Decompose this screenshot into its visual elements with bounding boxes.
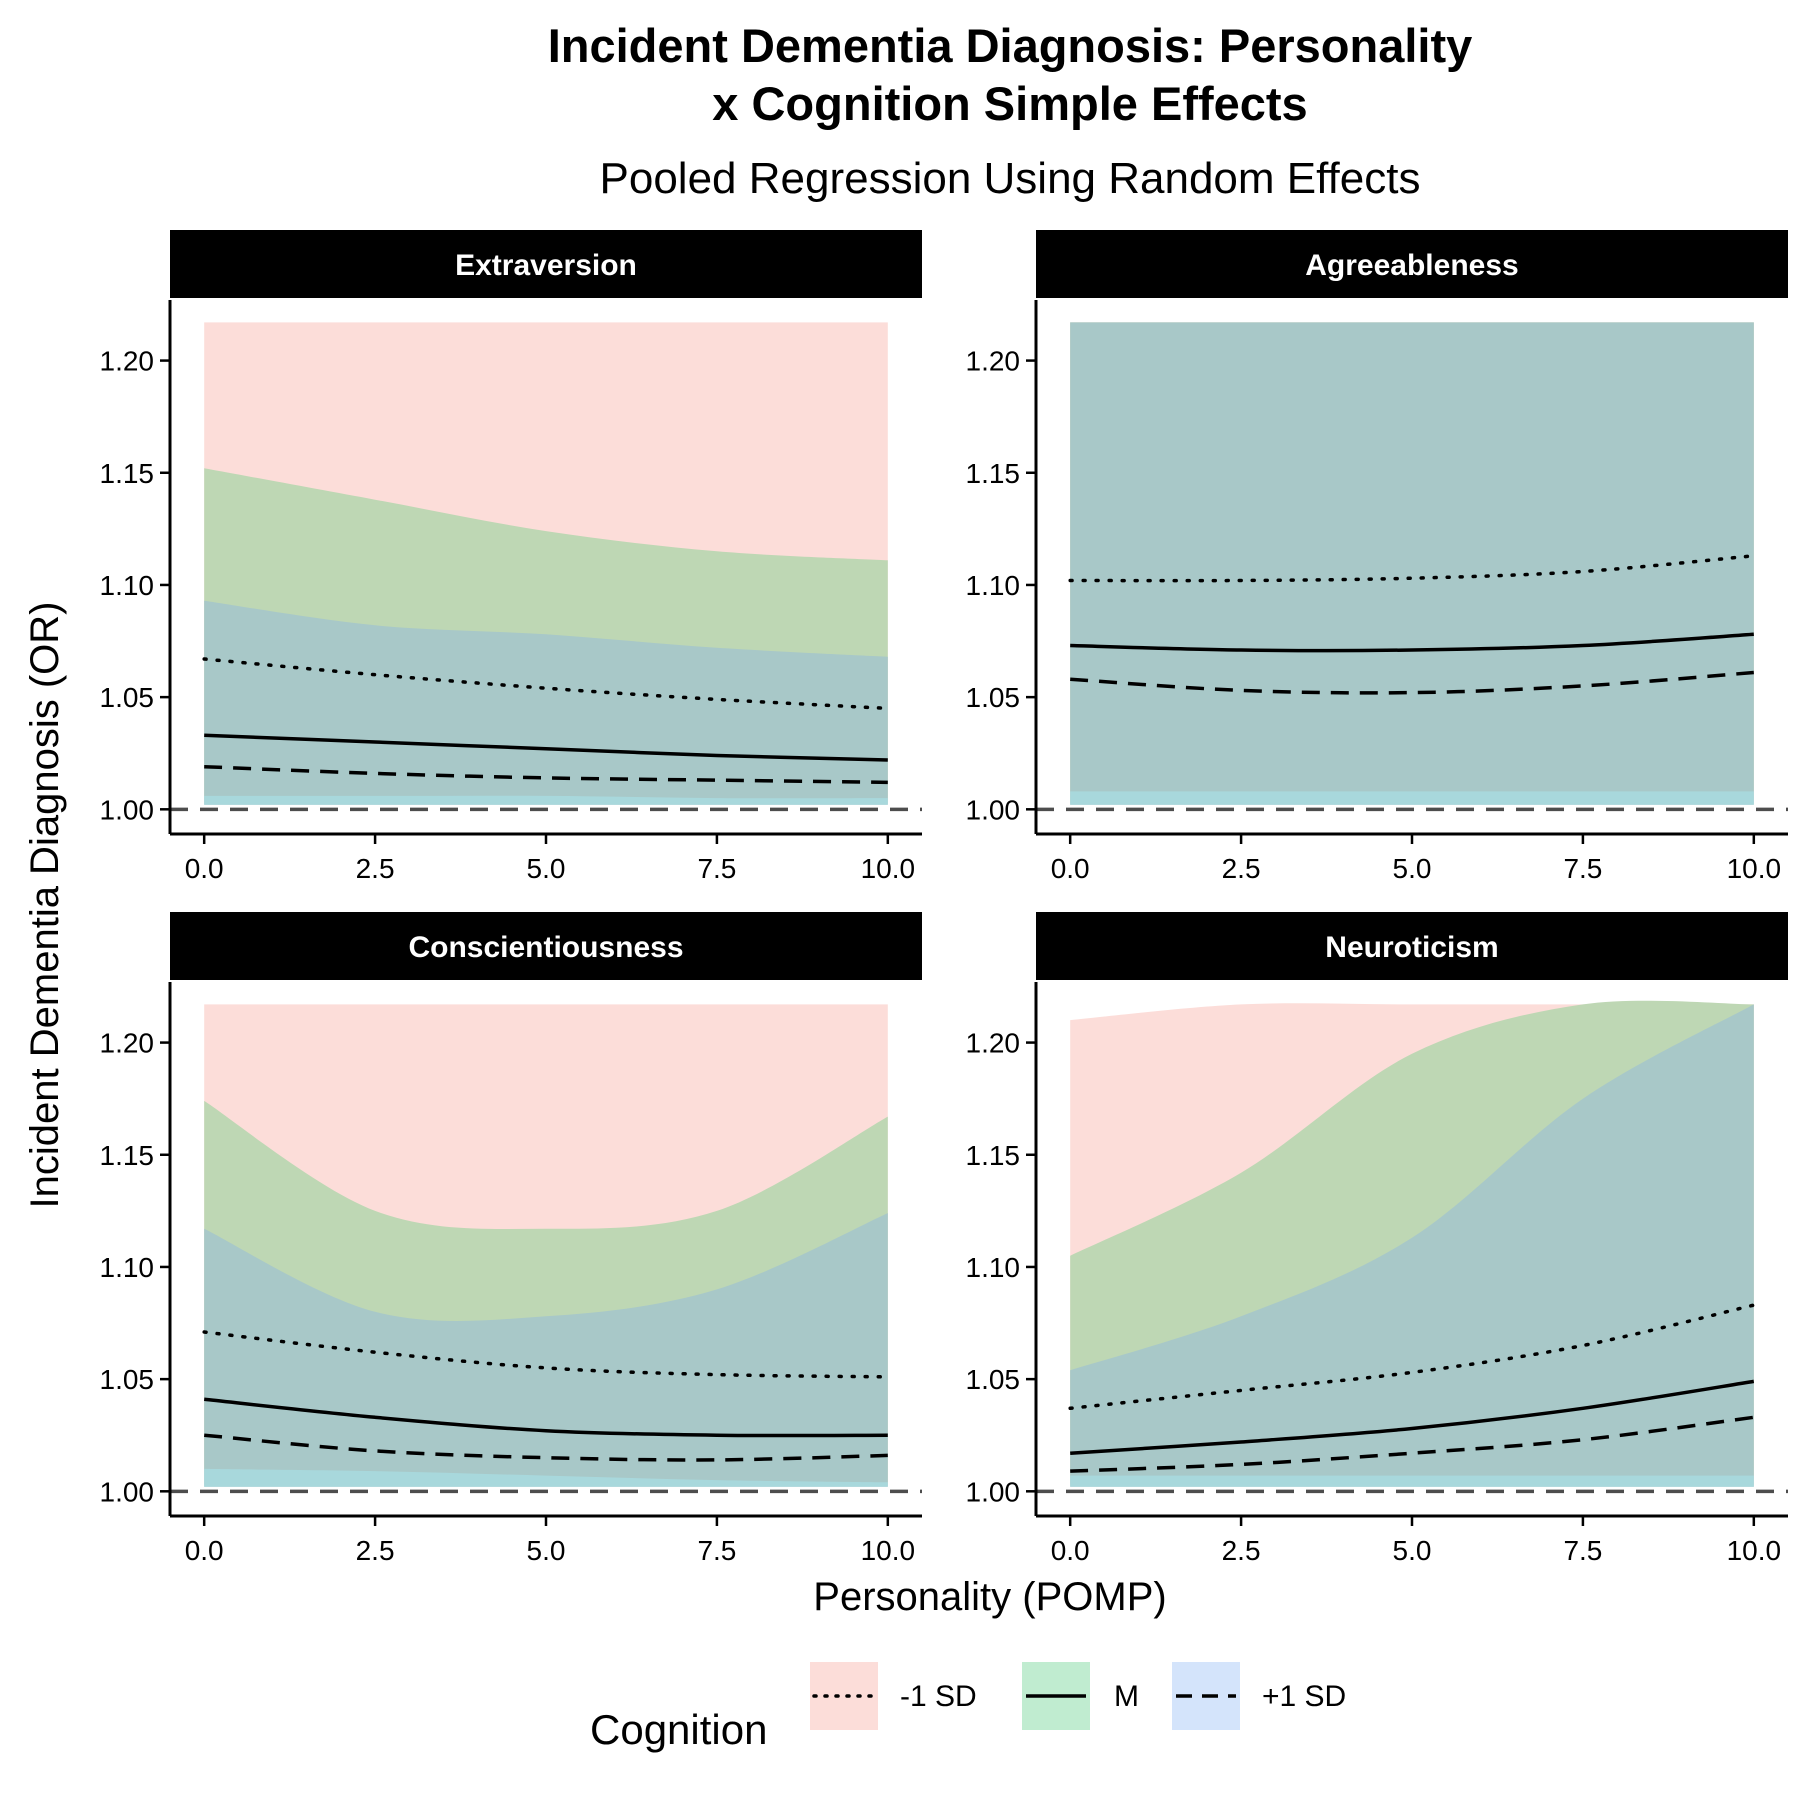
x-tick-label: 2.5: [356, 1535, 395, 1566]
facet-neuroticism: Neuroticism 1.00 1.05 1.10 1.15 1.20 0.0 2.5 5.0…: [966, 912, 1788, 1566]
legend-label-minus: -1 SD: [900, 1680, 977, 1713]
line-mean: [204, 1397, 888, 1438]
y-tick-label: 1.05: [966, 1364, 1021, 1395]
ribbons: [204, 322, 888, 805]
y-tick-label: 1.20: [966, 346, 1021, 377]
ribbon-plus-1sd: [1070, 322, 1754, 805]
x-tick-label: 7.5: [1563, 1535, 1602, 1566]
ribbons: [1070, 1000, 1754, 1487]
y-tick-label: 1.05: [100, 682, 155, 713]
y-tick-label: 1.20: [100, 346, 155, 377]
legend-entry-minus: -1 SD: [810, 1662, 977, 1730]
line-minus-1sd: [1068, 554, 1756, 583]
x-tick-label: 10.0: [861, 853, 916, 884]
x-tick-label: 5.0: [1393, 1535, 1432, 1566]
x-tick-label: 0.0: [185, 1535, 224, 1566]
line-minus-1sd: [202, 1330, 890, 1379]
facet-panels: Extraversion 1.00 1.05 1.10 1.15 1.20 0.0 2.5 5.…: [100, 230, 1788, 1566]
x-tick-label: 10.0: [1727, 853, 1782, 884]
y-tick-label: 1.20: [966, 1028, 1021, 1059]
y-tick-label: 1.15: [966, 458, 1021, 489]
x-tick-label: 5.0: [527, 853, 566, 884]
y-tick-label: 1.15: [966, 1140, 1021, 1171]
legend-label-mean: M: [1114, 1680, 1139, 1713]
facet-strip-label: Conscientiousness: [408, 931, 683, 964]
facet-strip: [170, 230, 922, 298]
y-tick-label: 1.10: [966, 570, 1021, 601]
y-tick-label: 1.00: [966, 1476, 1021, 1507]
y-tick-label: 1.00: [100, 794, 155, 825]
facet-strip: [1036, 912, 1788, 980]
y-tick-label: 1.10: [100, 1252, 155, 1283]
facet-conscientiousness: Conscientiousness 1.00 1.05 1.10 1.15 1.20 0.0…: [100, 912, 922, 1566]
legend: Cognition -1 SD M +1 SD: [590, 1662, 1346, 1753]
x-tick-label: 7.5: [1563, 853, 1602, 884]
ribbon-base-mean: [204, 795, 888, 805]
y-tick-label: 1.10: [100, 570, 155, 601]
x-tick-label: 7.5: [697, 853, 736, 884]
legend-key-minus: [810, 1662, 878, 1730]
ribbon-plus-1sd: [1070, 1004, 1754, 1487]
y-tick-label: 1.05: [100, 1364, 155, 1395]
x-tick-label: 2.5: [356, 853, 395, 884]
y-tick-label: 1.05: [966, 682, 1021, 713]
ribbon-base-mean: [1070, 791, 1754, 805]
x-tick-label: 10.0: [861, 1535, 916, 1566]
y-tick-label: 1.00: [966, 794, 1021, 825]
x-tick-label: 10.0: [1727, 1535, 1782, 1566]
facet-strip-label: Agreeableness: [1305, 249, 1518, 282]
ribbon-base-mean: [204, 1468, 888, 1487]
line-mean: [1070, 632, 1754, 653]
facet-strip-label: Neuroticism: [1325, 931, 1498, 964]
facet-strip-label: Extraversion: [455, 249, 637, 282]
facet-strip: [1036, 230, 1788, 298]
y-tick-label: 1.20: [100, 1028, 155, 1059]
chart-subtitle: Pooled Regression Using Random Effects: [600, 154, 1421, 203]
x-tick-label: 2.5: [1222, 853, 1261, 884]
ribbon-base-mean: [1070, 1475, 1754, 1487]
legend-entry-mean: M: [1022, 1662, 1139, 1730]
legend-title: Cognition: [590, 1706, 767, 1753]
x-tick-label: 5.0: [1393, 853, 1432, 884]
y-tick-label: 1.15: [100, 458, 155, 489]
line-mean: [1070, 1379, 1755, 1455]
y-tick-label: 1.15: [100, 1140, 155, 1171]
x-tick-label: 7.5: [697, 1535, 736, 1566]
x-tick-label: 0.0: [1051, 1535, 1090, 1566]
y-tick-label: 1.10: [966, 1252, 1021, 1283]
facet-strip: [170, 912, 922, 980]
line-mean: [204, 733, 888, 762]
line-minus-1sd: [202, 657, 890, 711]
chart-title-line1: Incident Dementia Diagnosis: Personality: [548, 19, 1473, 72]
ribbons: [1070, 322, 1754, 805]
x-tick-label: 0.0: [1051, 853, 1090, 884]
legend-label-plus: +1 SD: [1262, 1680, 1346, 1713]
x-tick-label: 2.5: [1222, 1535, 1261, 1566]
legend-entry-plus: +1 SD: [1172, 1662, 1346, 1730]
x-tick-label: 5.0: [527, 1535, 566, 1566]
y-axis-title: Incident Dementia Diagnosis (OR): [23, 602, 67, 1209]
x-axis-title: Personality (POMP): [813, 1575, 1166, 1619]
facet-extraversion: Extraversion 1.00 1.05 1.10 1.15 1.20 0.0 2.5 5.…: [100, 230, 922, 884]
chart-title-line2: x Cognition Simple Effects: [712, 77, 1307, 130]
ribbons: [204, 1004, 888, 1487]
x-tick-label: 0.0: [185, 853, 224, 884]
facet-agreeableness: Agreeableness 1.00 1.05 1.10 1.15 1.20 0.0 2.5 5…: [966, 230, 1788, 884]
y-tick-label: 1.00: [100, 1476, 155, 1507]
